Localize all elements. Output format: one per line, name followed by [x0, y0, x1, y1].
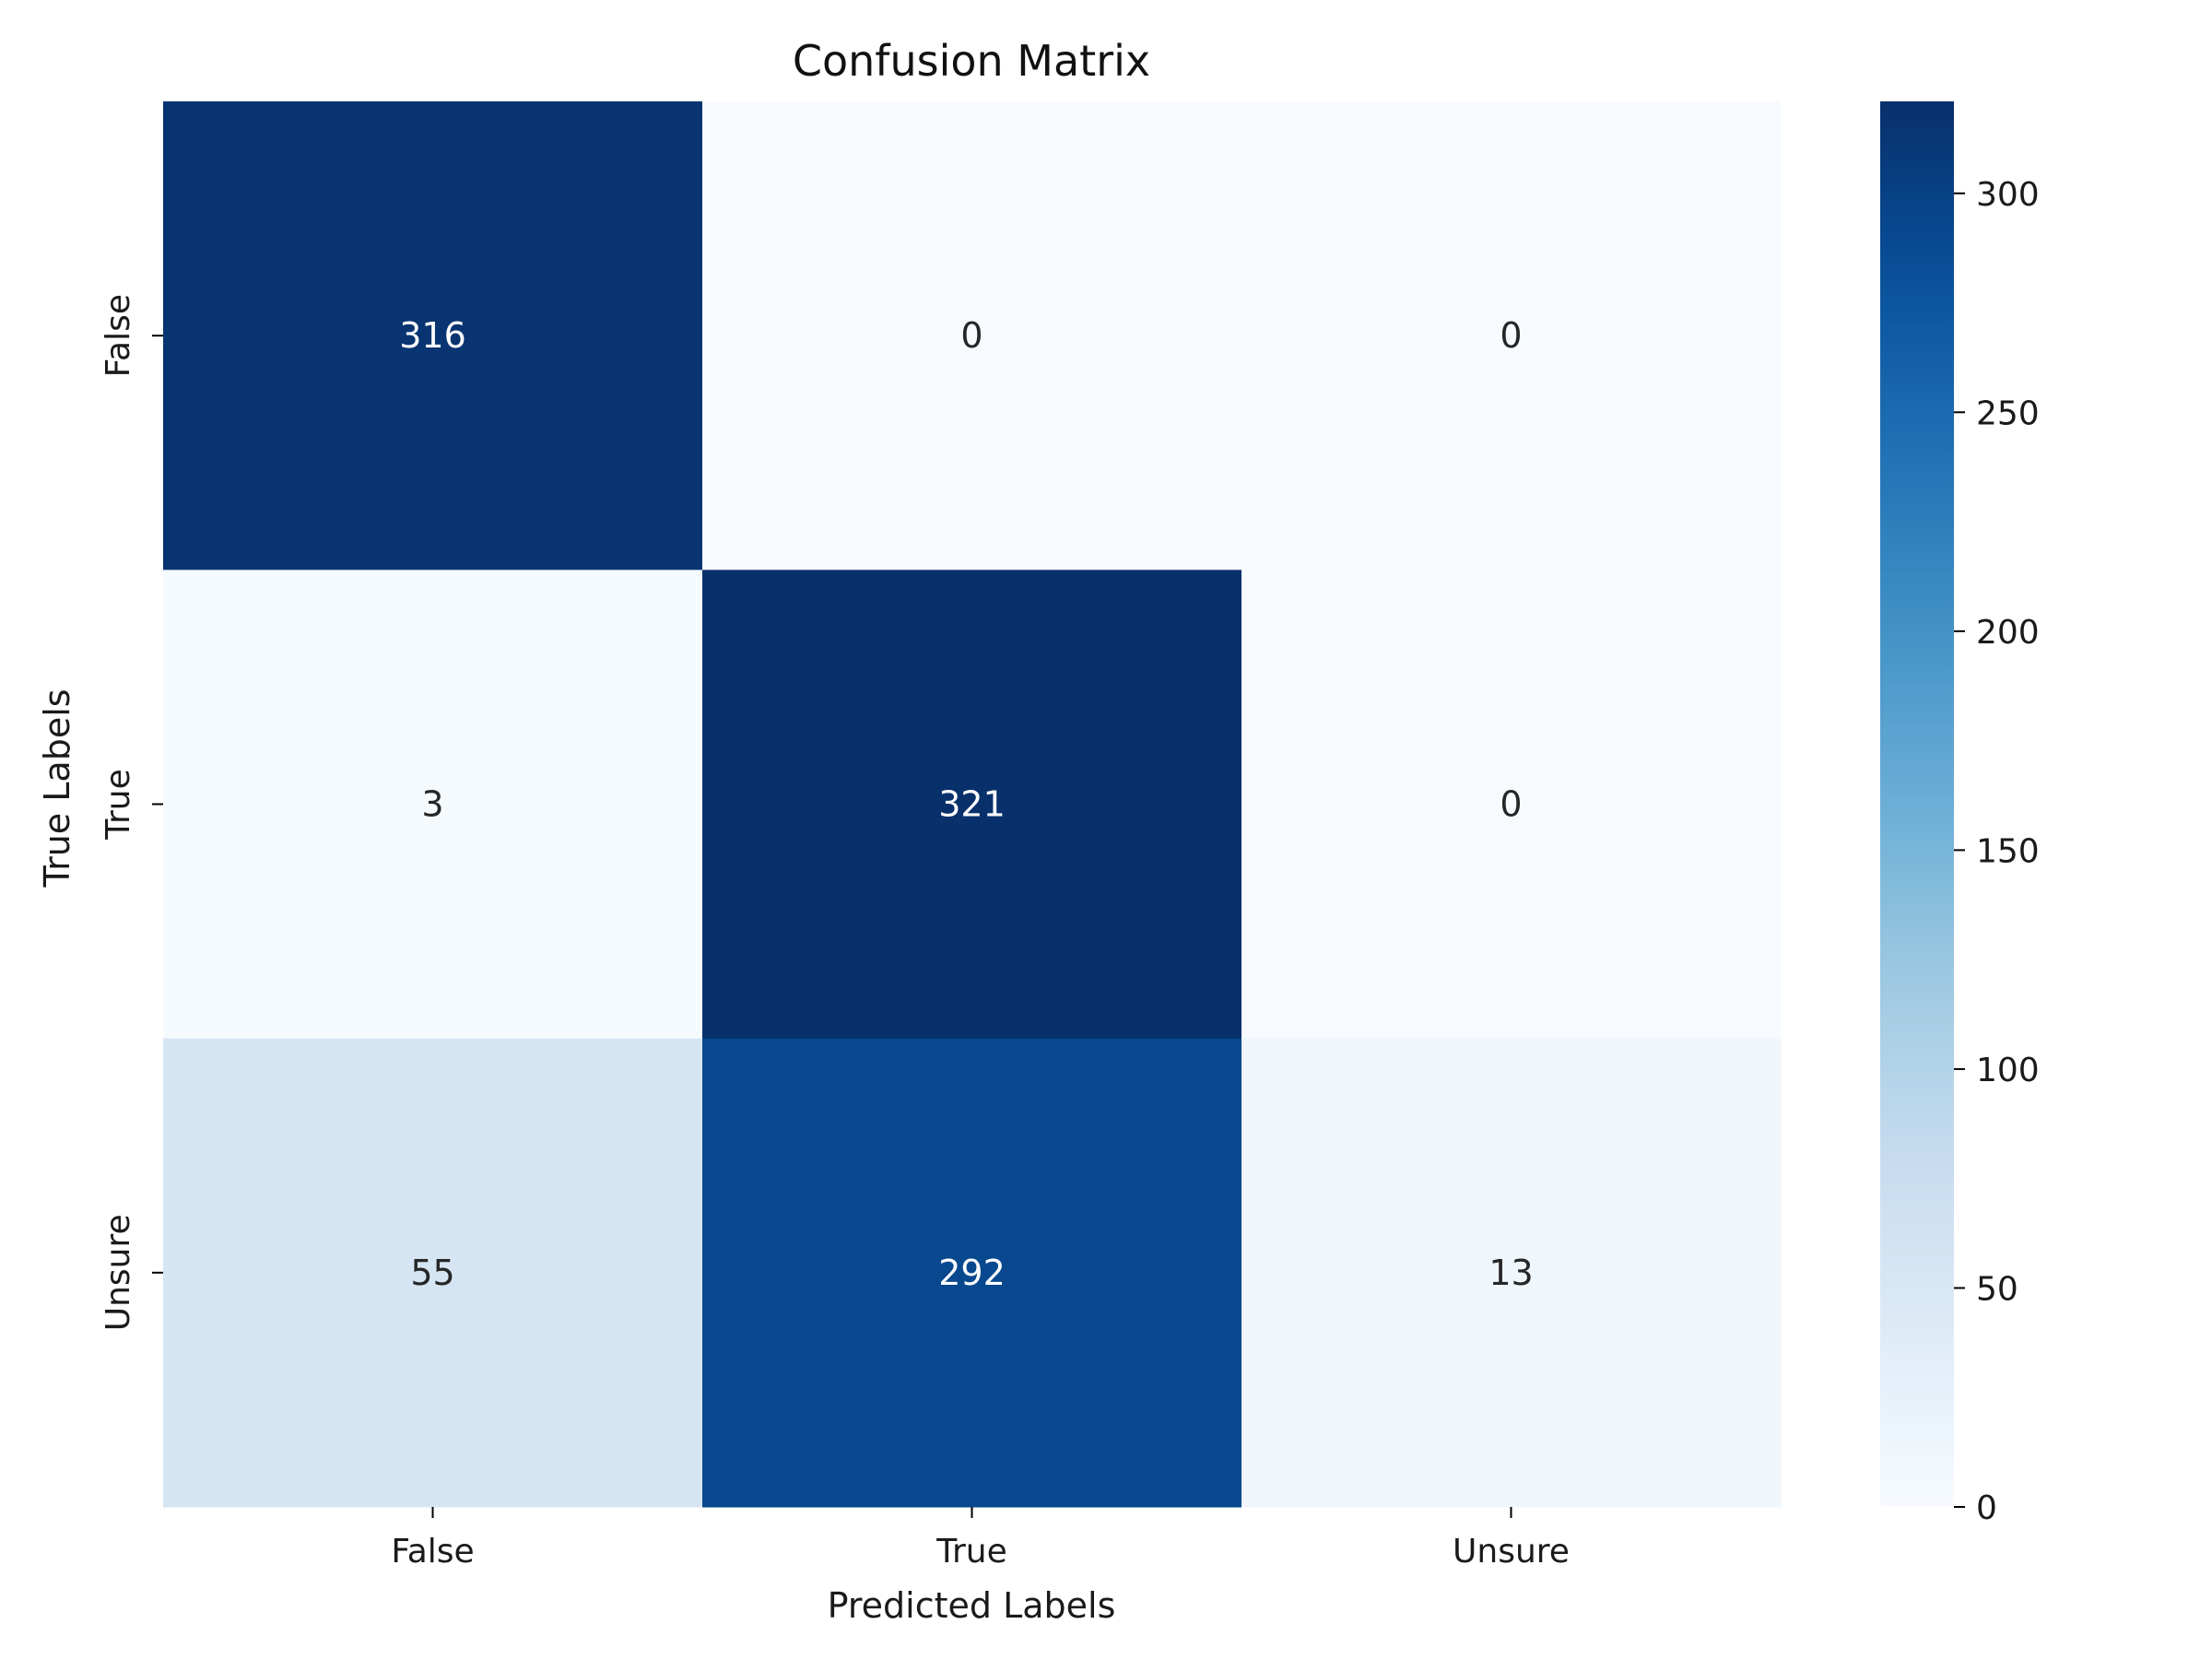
colorbar [1880, 101, 1954, 1507]
y-tick-label-1: True [100, 769, 137, 840]
heatmap-cell-1-1 [702, 570, 1242, 1040]
heatmap-cell-2-0 [163, 1038, 703, 1508]
y-tick-label-0: False [100, 294, 137, 377]
colorbar-tick-label-1: 50 [1976, 1270, 2018, 1308]
heatmap-cell-0-2 [1241, 101, 1782, 571]
cell-value-label-1-1: 321 [938, 783, 1006, 824]
colorbar-tick-label-0: 0 [1976, 1489, 1997, 1527]
x-axis-label: Predicted Labels [828, 1585, 1116, 1626]
cell-value-label-0-1: 0 [960, 315, 982, 356]
y-axis-label: True Labels [37, 688, 77, 888]
x-tick-label-0: False [391, 1533, 474, 1571]
cell-value-label-0-2: 0 [1500, 315, 1522, 356]
x-tick-label-1: True [935, 1533, 1006, 1571]
cell-value-label-2-2: 13 [1488, 1253, 1533, 1293]
heatmap-cells: 316 0 0 3 321 0 55 292 13 [163, 101, 1782, 1508]
heatmap-cell-2-2 [1241, 1038, 1782, 1508]
cell-value-label-2-1: 292 [938, 1253, 1006, 1293]
heatmap-cell-2-1 [702, 1038, 1242, 1508]
colorbar-tick-label-2: 100 [1976, 1052, 2040, 1089]
heatmap-cell-1-2 [1241, 570, 1782, 1040]
heatmap-cell-0-0 [163, 101, 703, 571]
heatmap-cell-0-1 [702, 101, 1242, 571]
cell-value-label-1-2: 0 [1500, 783, 1522, 824]
cell-value-label-2-0: 55 [410, 1253, 454, 1293]
y-tick-label-2: Unsure [100, 1214, 137, 1331]
x-axis-ticks: False True Unsure [391, 1506, 1570, 1571]
colorbar-ticks: 0 50 100 150 200 250 300 [1954, 176, 2040, 1527]
colorbar-tick-label-6: 300 [1976, 176, 2040, 214]
cell-value-label-0-0: 316 [399, 315, 466, 356]
heatmap-cell-1-0 [163, 570, 703, 1040]
colorbar-tick-label-5: 250 [1976, 394, 2040, 432]
colorbar-tick-label-3: 150 [1976, 832, 2040, 870]
y-axis-ticks: False True Unsure [100, 294, 163, 1331]
x-tick-label-2: Unsure [1453, 1533, 1570, 1571]
cell-value-label-1-0: 3 [421, 783, 443, 824]
colorbar-tick-label-4: 200 [1976, 614, 2040, 652]
chart-title: Confusion Matrix [793, 36, 1150, 86]
